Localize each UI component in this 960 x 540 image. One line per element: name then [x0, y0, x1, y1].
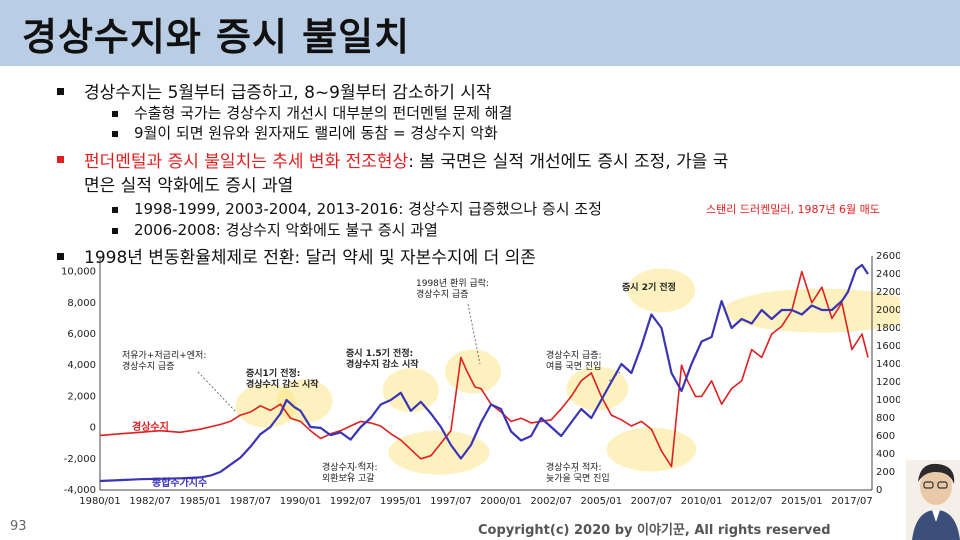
- y-left-tick-label: 2,000: [67, 391, 96, 402]
- current-account-line: [99, 270, 869, 468]
- y-right-tick-label: 400: [876, 449, 895, 460]
- chart-annotation: 경상수지 적자: 늦가을 국면 진입: [546, 461, 610, 484]
- chart-annotation: 증시 1.5기 전정: 경상수지 감소 시작: [346, 347, 419, 370]
- bullet-item: 펀더멘털과 증시 불일치는 추세 변화 전조현상: 봄 국면은 실적 개선에도 …: [84, 147, 728, 172]
- y-right-tick-label: 0: [876, 485, 882, 496]
- x-tick-label: 2015/01: [781, 496, 823, 507]
- presenter-avatar: [906, 460, 960, 540]
- x-tick-label: 2007/07: [631, 496, 673, 507]
- x-tick-label: 1982/07: [129, 496, 171, 507]
- highlight-blob: [276, 379, 333, 424]
- copyright: Copyright(c) 2020 by 이야기꾼, All rights re…: [478, 523, 831, 538]
- bullet-text: : 봄 국면은 실적 개선에도 증시 조정, 가을 국: [408, 152, 729, 172]
- y-right-tick-label: 2200: [876, 287, 900, 298]
- y-left-tick-label: 8,000: [67, 298, 96, 309]
- x-tick-label: 1992/07: [330, 496, 372, 507]
- x-tick-label: 1980/01: [79, 496, 121, 507]
- highlight-text: 펀더멘털과 증시 불일치는 추세 변화 전조현상: [84, 152, 409, 172]
- y-right-tick-label: 1200: [876, 377, 900, 388]
- chart-annotation: 경상수지 적자: 외환보유 고갈: [322, 461, 378, 484]
- sub-bullet-marker: [112, 111, 118, 117]
- series-label-current-account: 경상수지: [132, 420, 169, 433]
- sub-bullet-item: 수출형 국가는 경상수지 개선시 대부분의 펀더멘털 문제 해결: [134, 104, 513, 122]
- annotation-leader: [607, 371, 621, 383]
- y-right-tick-label: 1800: [876, 323, 900, 334]
- bullet-marker: [57, 88, 64, 95]
- y-left-tick-label: 10,000: [61, 267, 96, 278]
- highlight-blob: [388, 430, 490, 475]
- y-left-tick-label: 0: [90, 423, 96, 434]
- sub-bullet-marker: [112, 207, 118, 213]
- y-right-tick-label: 1000: [876, 395, 900, 406]
- y-right-tick-label: 1600: [876, 341, 900, 352]
- x-tick-label: 1987/07: [230, 496, 272, 507]
- y-right-tick-label: 200: [876, 467, 895, 478]
- x-tick-label: 1990/01: [280, 496, 322, 507]
- chart-annotation: 증시 2기 전정: [622, 281, 676, 293]
- highlight-blob: [723, 288, 900, 333]
- annotation-leader: [345, 459, 365, 477]
- chart: 10,000 8,000 6,000 4,000 2,000 0 -2,000 -4,000 2…: [60, 246, 900, 514]
- annotation-leader: [197, 371, 237, 413]
- annotation-leader: [573, 459, 579, 477]
- x-tick-label: 2005/01: [581, 496, 623, 507]
- bullet-marker: [57, 156, 64, 163]
- sub-bullet-marker: [112, 131, 118, 137]
- y-right-tick-label: 1400: [876, 359, 900, 370]
- bullet-marker: [57, 253, 64, 260]
- sub-bullet-item: 9월이 되면 원유와 원자재도 랠리에 동참 = 경상수지 악화: [134, 124, 498, 142]
- slide-title: 경상수지와 증시 불일치: [22, 15, 411, 59]
- highlight-blob: [382, 368, 439, 413]
- y-left-tick-label: 6,000: [67, 329, 96, 340]
- y-right-tick-label: 2000: [876, 305, 900, 316]
- kospi-line: [99, 263, 869, 483]
- x-tick-label: 2012/07: [731, 496, 773, 507]
- x-tick-label: 2002/07: [530, 496, 572, 507]
- series-label-kospi: 종합주가지수: [152, 476, 207, 489]
- highlight-blob: [627, 268, 696, 313]
- sub-bullet-item: 1998-1999, 2003-2004, 2013-2016: 경상수지 급증…: [134, 200, 602, 218]
- y-right-tick-label: 800: [876, 413, 895, 424]
- bullet-item: 1998년 변동환율체제로 전환: 달러 약세 및 자본수지에 더 의존: [84, 248, 536, 268]
- y-left-tick-label: 4,000: [67, 360, 96, 371]
- side-note: 스탠리 드러켄밀러, 1987년 6월 매도: [706, 203, 880, 216]
- y-left-tick-label: -2,000: [64, 454, 96, 465]
- sub-bullet-item: 2006-2008: 경상수지 악화에도 불구 증시 과열: [134, 221, 438, 239]
- chart-annotation: 저유가+저금리+엔저: 경상수지 급증: [122, 350, 206, 372]
- y-right-tick-label: 2400: [876, 269, 900, 280]
- page-number: 93: [10, 519, 27, 534]
- title-bar: 경상수지와 증시 불일치: [0, 0, 960, 66]
- chart-svg: 10,000 8,000 6,000 4,000 2,000 0 -2,000 -4,000 2…: [61, 251, 900, 507]
- x-tick-label: 1995/01: [380, 496, 422, 507]
- y-left-tick-label: -4,000: [64, 485, 96, 496]
- chart-annotation: 경상수지 급증: 여름 국면 진입: [546, 349, 602, 372]
- highlight-blob: [444, 349, 502, 394]
- bullet-item-continued: 면은 실적 악화에도 증시 과열: [84, 176, 294, 196]
- chart-annotation: 1998년 환위 급락: 경상수지 급증: [416, 277, 489, 300]
- x-tick-label: 2000/01: [480, 496, 522, 507]
- bullet-item: 경상수지는 5월부터 급증하고, 8~9월부터 감소하기 시작: [84, 83, 492, 103]
- y-right-tick-label: 2600: [876, 251, 900, 262]
- y-right-tick-label: 600: [876, 431, 895, 442]
- chart-annotation: 증시1기 전정: 경상수지 감소 시작: [246, 367, 319, 390]
- x-tick-label: 2017/07: [831, 496, 873, 507]
- x-tick-label: 1985/01: [179, 496, 221, 507]
- x-tick-label: 2010/01: [681, 496, 723, 507]
- x-tick-label: 1997/07: [430, 496, 472, 507]
- highlight-blob: [606, 427, 697, 472]
- sub-bullet-marker: [112, 228, 118, 234]
